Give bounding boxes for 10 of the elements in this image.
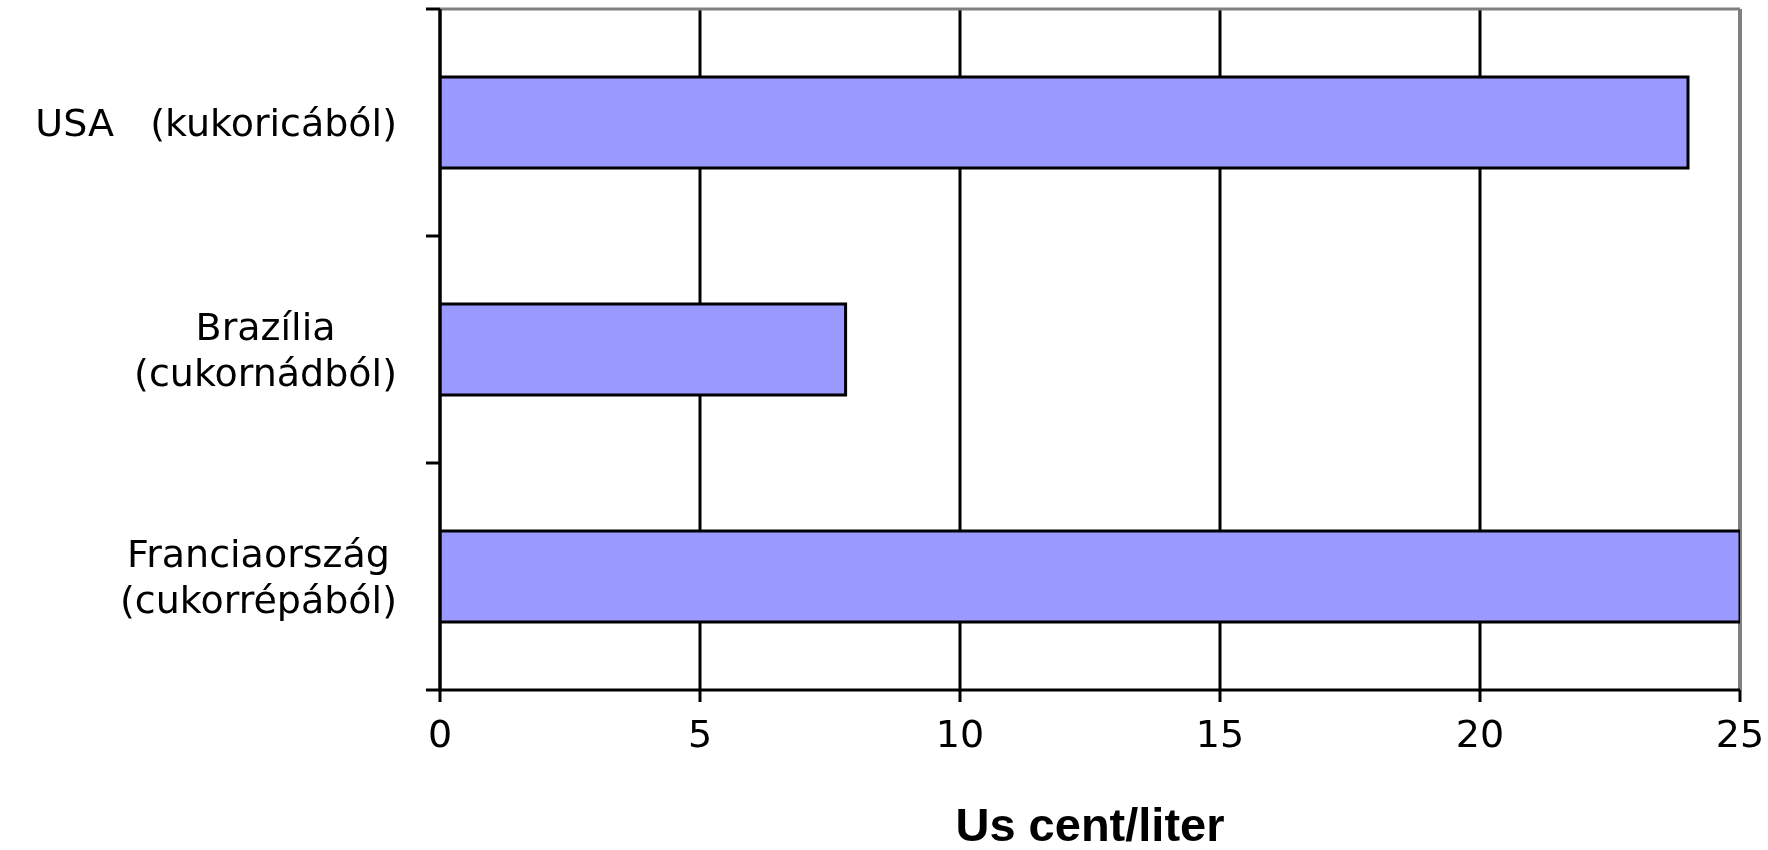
- x-axis-title: Us cent/liter: [955, 798, 1225, 850]
- x-tick-label: 5: [687, 711, 713, 756]
- y-tick-label: Brazília (cukornádból): [134, 304, 397, 395]
- y-tick-label: Franciaország (cukorrépából): [120, 531, 397, 622]
- x-tick-label: 0: [427, 711, 453, 756]
- x-tick-label: 25: [1715, 711, 1765, 756]
- y-tick-label: USA (kukoricából): [35, 100, 397, 145]
- x-tick-label: 10: [935, 711, 985, 756]
- x-tick-label: 15: [1195, 711, 1245, 756]
- x-tick-label: 20: [1455, 711, 1505, 756]
